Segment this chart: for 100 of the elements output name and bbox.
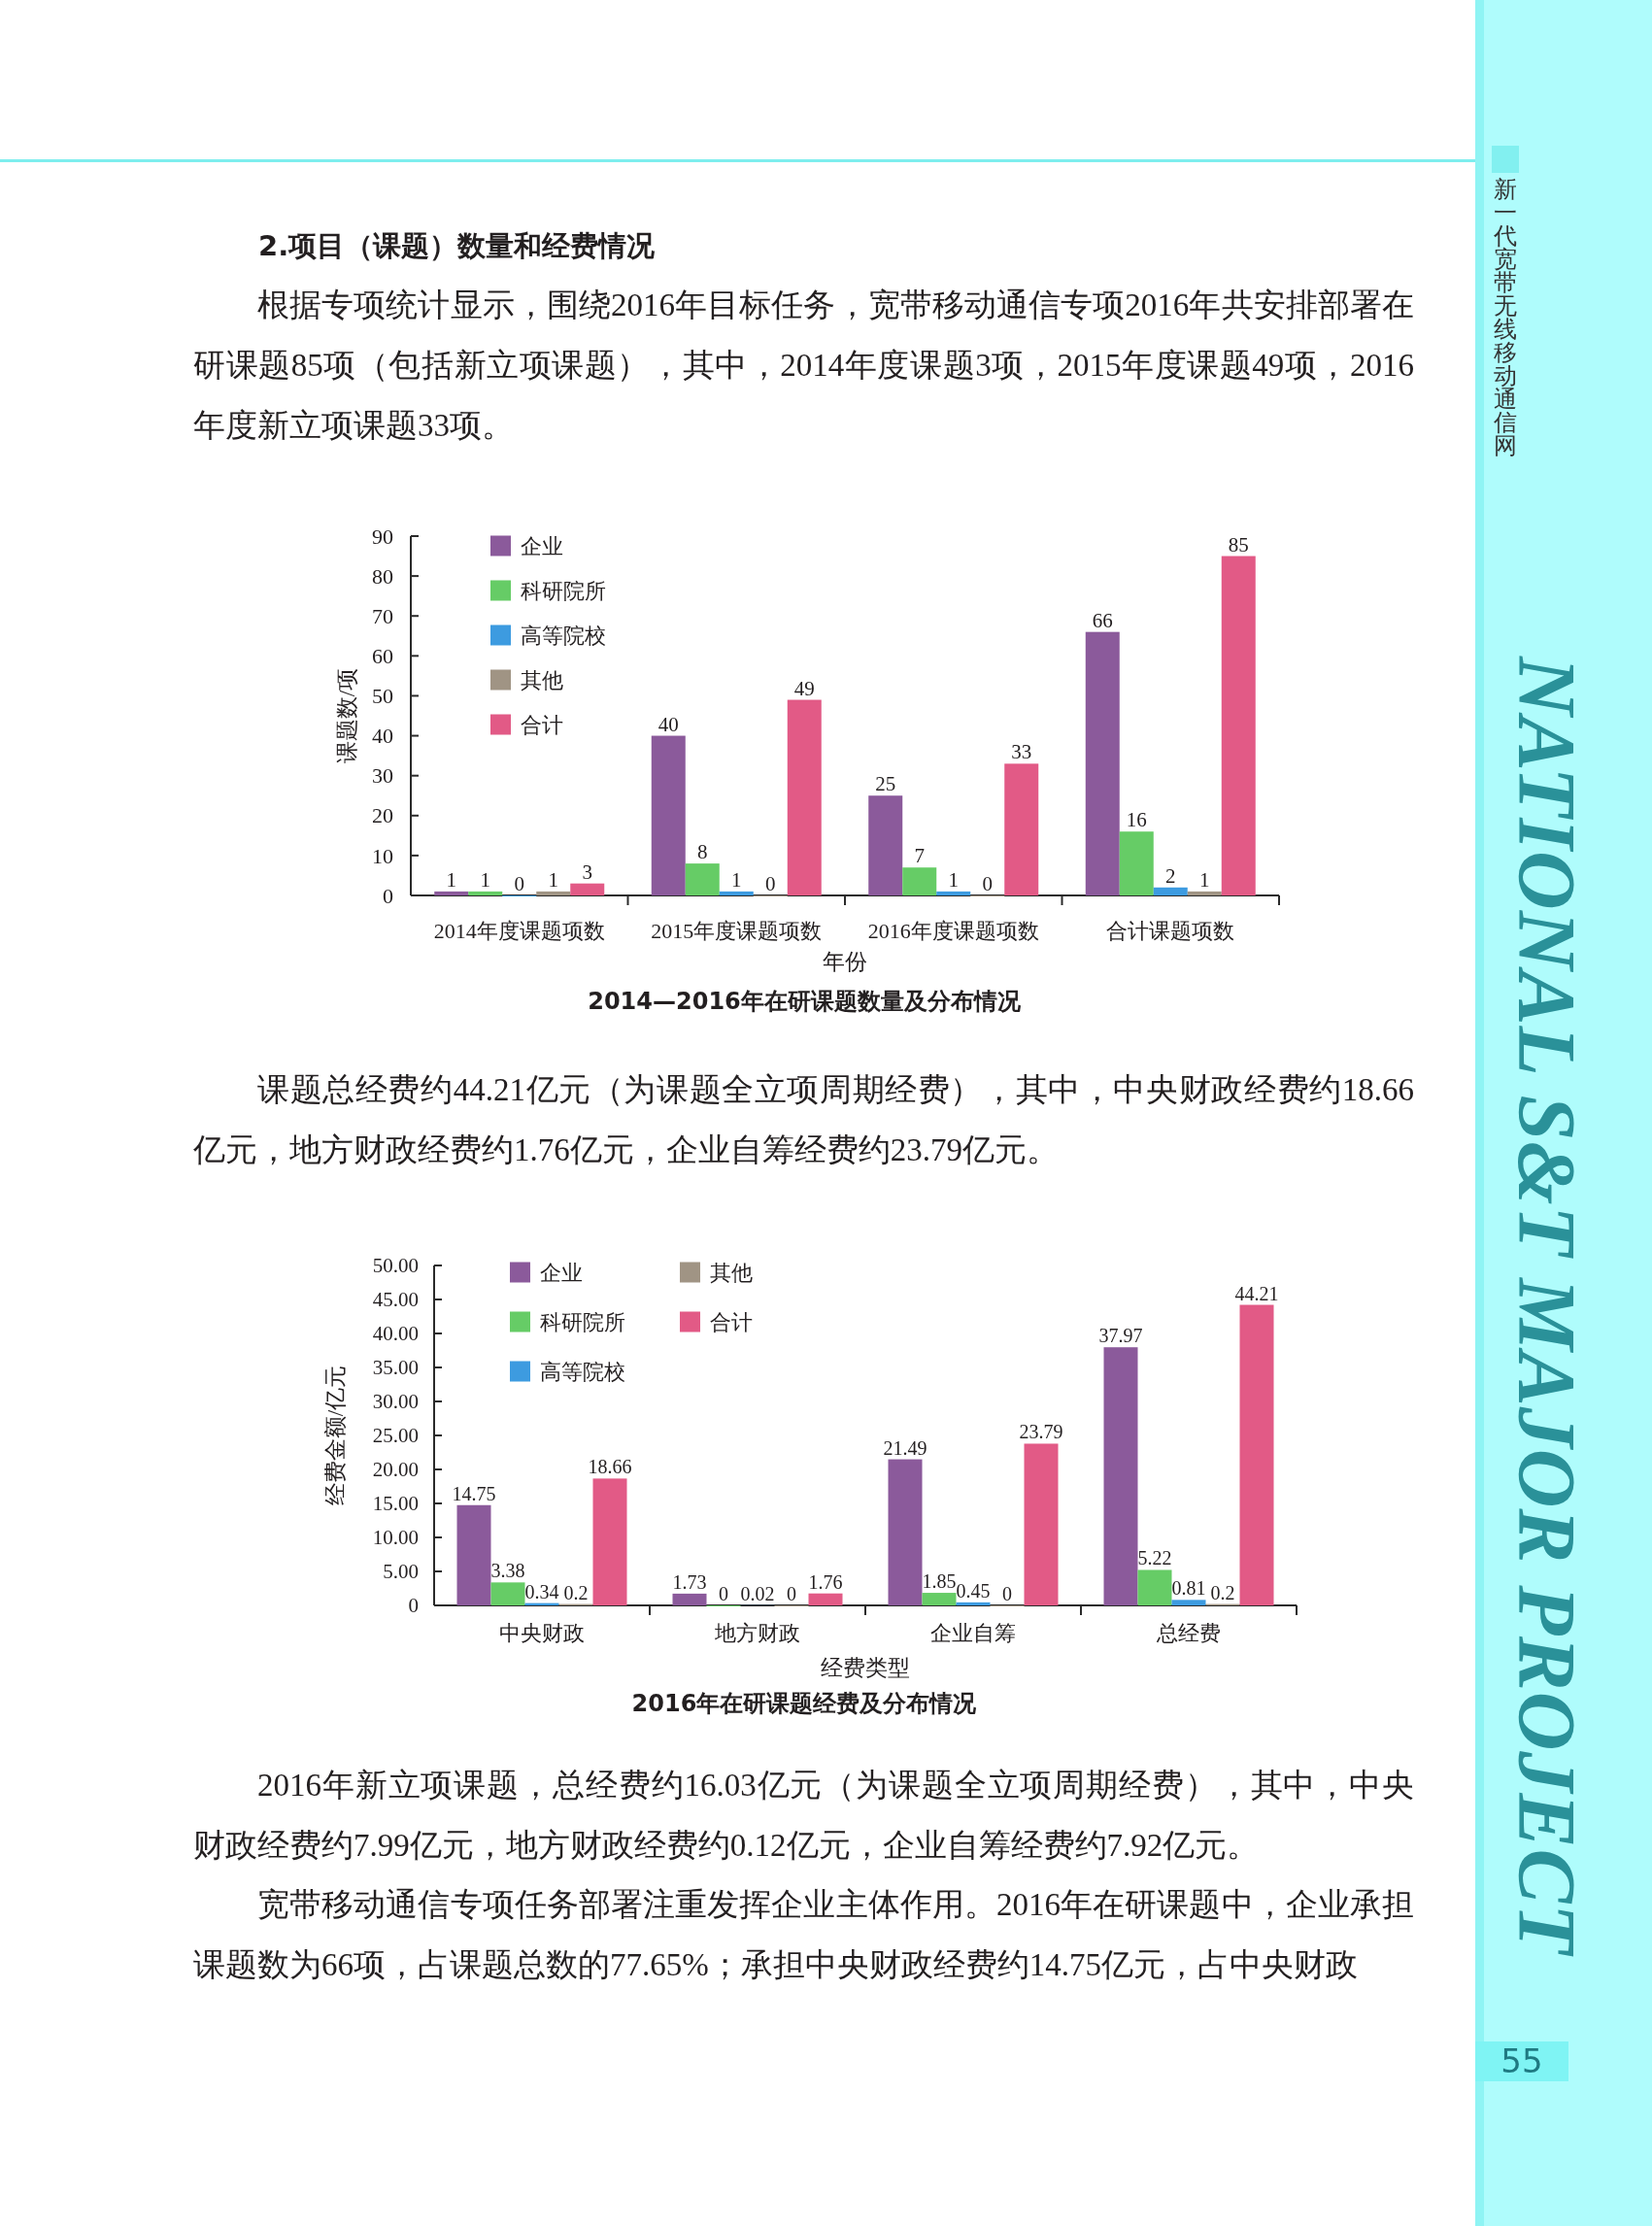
legend-label: 高等院校 [521,623,606,648]
y-tick-label: 40 [372,724,393,749]
data-label: 66 [1092,608,1113,632]
bar [1004,763,1039,895]
legend-label: 其他 [710,1260,753,1285]
data-label: 0.2 [1210,1581,1235,1603]
y-tick-label: 35.00 [372,1356,419,1380]
text: NATIONAL S&T MAJOR PROJECT [1501,657,1592,1955]
y-tick-label: 30.00 [372,1390,419,1414]
x-tick-label: 合计课题项数 [1106,919,1235,943]
text: 2014—2016年在研课题数量及分布情况 [588,988,1022,1015]
x-axis-title: 经费类型 [821,1656,910,1680]
y-tick-label: 50 [372,684,393,709]
data-label: 25 [875,772,896,796]
bar [570,883,605,895]
data-label: 0 [787,1583,796,1604]
bar [536,891,571,895]
legend-label: 科研院所 [521,578,606,603]
data-label: 7 [914,844,925,868]
bar [808,1593,843,1605]
data-label: 33 [1011,740,1032,764]
y-tick-label: 60 [372,644,393,669]
data-label: 1 [446,867,456,892]
bar [672,1593,707,1605]
data-label: 0.81 [1171,1577,1206,1600]
y-tick-label: 20.00 [372,1458,419,1482]
bar [922,1593,957,1605]
y-tick-label: 15.00 [372,1492,419,1516]
data-label: 37.97 [1098,1325,1143,1347]
x-tick-label: 2016年度课题项数 [867,919,1039,943]
x-tick-label: 总经费 [1156,1621,1221,1645]
text: 宽带移动通信专项任务部署注重发挥企业主体作用。2016年在研课题中，企业承担课题数为66项，占课题总数的77.65%；承担中央财政经费约14.75亿元，占中央财政 [193,1886,1414,1984]
data-label: 14.75 [452,1482,496,1504]
bar [719,891,754,895]
y-tick-label: 80 [372,563,393,589]
data-label: 1 [731,867,742,892]
data-label: 0 [765,872,776,895]
y-tick-label: 10 [372,843,393,868]
bar [787,699,822,895]
bar [468,891,503,895]
legend-label: 合计 [521,712,563,737]
data-label: 1 [480,867,490,892]
data-label: 1 [548,867,558,892]
x-tick-label: 中央财政 [499,1621,585,1645]
data-label: 5.22 [1137,1547,1172,1569]
y-tick-label: 45.00 [372,1288,419,1312]
y-axis-title: 课题数/项 [335,667,360,764]
bar [902,867,937,895]
y-tick-label: 20 [372,803,393,828]
legend-label: 企业 [521,533,563,558]
text: 55 [1475,2041,1568,2081]
text: 2016年新立项课题，总经费约16.03亿元（为课题全立项周期经费），其中，中央财政经费约7.99亿元，地方财政经费约0.12亿元，企业自筹经费约7.92亿元。 [193,1767,1414,1865]
bar [956,1602,991,1605]
data-label: 23.79 [1019,1421,1063,1443]
bar [1153,887,1188,895]
data-label: 0 [982,872,993,895]
bar [434,891,469,895]
y-tick-label: 50.00 [372,1254,419,1278]
data-label: 0.2 [563,1581,589,1603]
y-tick-label: 40.00 [372,1322,419,1346]
legend-label: 合计 [710,1309,753,1334]
bar [1171,1600,1206,1605]
bar [651,735,686,895]
bar [1103,1347,1138,1605]
data-label: 1.76 [808,1570,843,1593]
data-label: 0.45 [956,1579,991,1602]
y-tick-label: 70 [372,603,393,628]
y-tick-label: 0 [408,1594,419,1618]
x-tick-label: 企业自筹 [930,1621,1016,1645]
data-label: 18.66 [588,1456,632,1478]
y-tick-label: 5.00 [383,1560,419,1584]
data-label: 40 [657,712,679,736]
data-label: 1 [1199,867,1210,892]
bar [868,795,903,895]
text: 2016年在研课题经费及分布情况 [631,1690,978,1717]
y-tick-label: 0 [383,883,393,908]
data-label: 44.21 [1234,1282,1279,1304]
y-axis-title: 经费金额/亿元 [323,1365,349,1506]
data-label: 0 [514,872,524,895]
bar [1119,831,1154,895]
x-tick-label: 2014年度课题项数 [433,919,605,943]
bar [456,1504,491,1605]
data-label: 0 [1002,1583,1012,1604]
bar [1137,1569,1172,1605]
data-label: 1.73 [672,1570,707,1593]
x-tick-label: 2015年度课题项数 [651,919,823,943]
bar [1221,556,1256,895]
data-label: 21.49 [883,1436,927,1459]
bar [936,891,971,895]
y-tick-label: 25.00 [372,1424,419,1448]
bar [490,1582,525,1605]
bar [685,863,720,895]
data-label: 2 [1165,863,1176,888]
legend-label: 其他 [521,667,563,692]
bar [1085,631,1120,895]
bar [1239,1304,1274,1605]
data-label: 8 [697,840,708,864]
data-label: 3.38 [490,1560,525,1582]
data-label: 1 [948,867,959,892]
data-label: 0.02 [740,1582,775,1604]
